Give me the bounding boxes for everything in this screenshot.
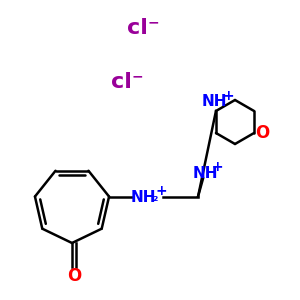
Text: −: −: [148, 15, 160, 29]
Text: O: O: [255, 124, 269, 142]
Text: NH: NH: [130, 190, 156, 205]
Text: +: +: [222, 89, 234, 103]
Text: +: +: [211, 160, 223, 173]
Text: NH: NH: [192, 166, 218, 181]
Text: cl: cl: [111, 72, 132, 92]
Text: ₂: ₂: [152, 191, 158, 204]
Text: +: +: [155, 184, 167, 197]
Text: −: −: [132, 69, 144, 83]
Text: cl: cl: [127, 18, 148, 38]
Text: O: O: [67, 267, 81, 285]
Text: NH: NH: [201, 94, 227, 110]
